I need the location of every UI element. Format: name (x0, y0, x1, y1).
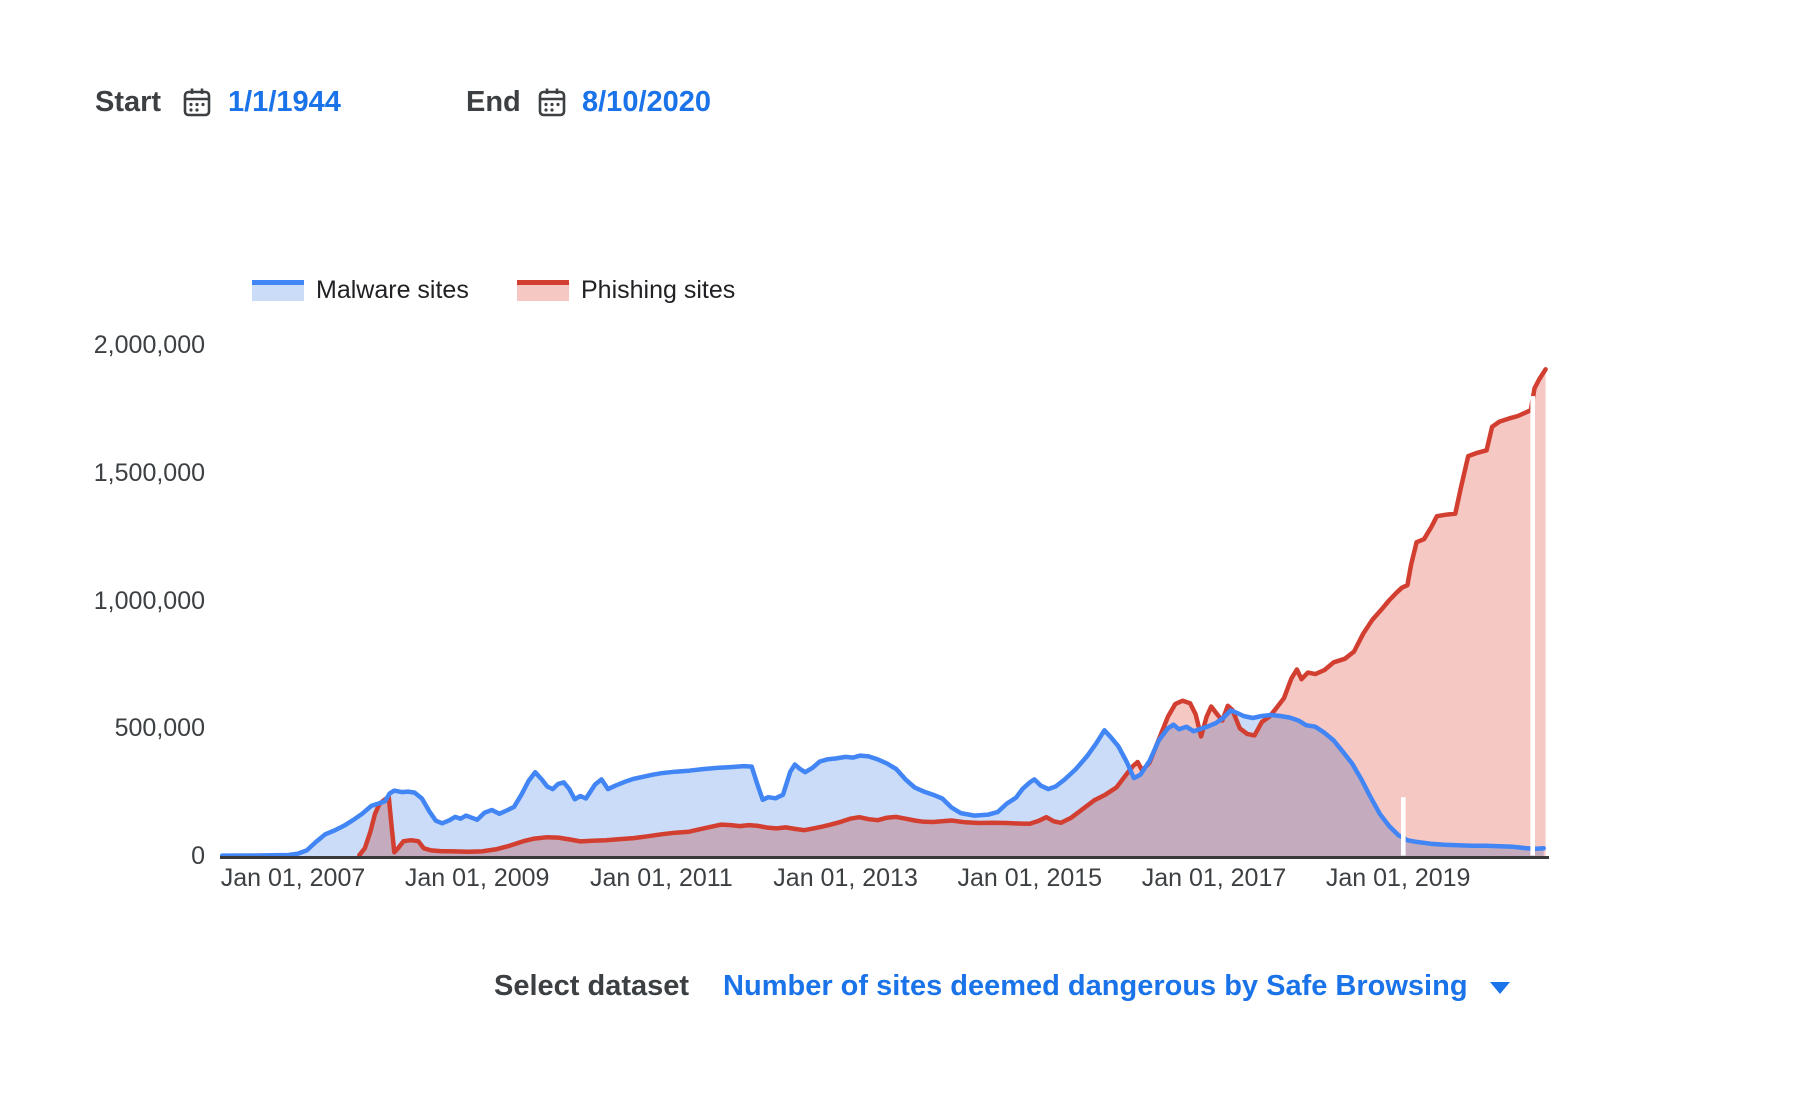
legend-label-malware: Malware sites (316, 275, 469, 304)
x-tick-label: Jan 01, 2009 (404, 864, 550, 892)
date-range-controls: Start 1/1/1944 End 8/10/2020 (0, 86, 1812, 122)
malware-sites-area (222, 710, 1544, 856)
dataset-selector-row: Select dataset Number of sites deemed da… (494, 966, 1510, 1006)
start-calendar-icon[interactable] (183, 87, 211, 117)
legend-label-phishing: Phishing sites (581, 275, 736, 304)
x-tick-label: Jan 01, 2011 (590, 864, 733, 892)
x-tick-label: Jan 01, 2019 (1325, 864, 1471, 892)
legend-item-malware: Malware sites (252, 275, 469, 304)
chevron-down-icon[interactable] (1489, 982, 1510, 994)
y-tick-label: 2,000,000 (93, 331, 205, 359)
dataset-dropdown[interactable]: Number of sites deemed dangerous by Safe… (723, 970, 1510, 1003)
x-tick-label: Jan 01, 2007 (220, 864, 366, 892)
phishing-sites-line (357, 367, 1548, 858)
phishing-legend-swatch (517, 279, 569, 301)
malware-sites-line (219, 708, 1546, 858)
y-tick-label: 0 (191, 842, 205, 870)
x-tick-label: Jan 01, 2013 (773, 864, 918, 892)
y-tick-label: 1,000,000 (93, 586, 205, 615)
dataset-dropdown-value[interactable]: Number of sites deemed dangerous by Safe… (723, 969, 1468, 1002)
end-calendar-icon[interactable] (538, 87, 566, 117)
data-gap-stripe (1401, 797, 1406, 856)
y-tick-label: 500,000 (114, 714, 205, 743)
end-date-value[interactable]: 8/10/2020 (582, 86, 712, 118)
dataset-selector-label: Select dataset (494, 969, 690, 1002)
y-tick-label: 1,500,000 (93, 458, 205, 487)
x-tick-label: Jan 01, 2017 (1141, 864, 1287, 892)
start-date-label: Start (95, 86, 162, 118)
x-tick-label: Jan 01, 2015 (957, 864, 1103, 892)
data-gap-stripe (1530, 396, 1535, 856)
legend-item-phishing: Phishing sites (517, 275, 736, 304)
start-date-value[interactable]: 1/1/1944 (228, 86, 341, 118)
end-date-label: End (466, 86, 521, 118)
malware-legend-swatch (252, 279, 304, 301)
